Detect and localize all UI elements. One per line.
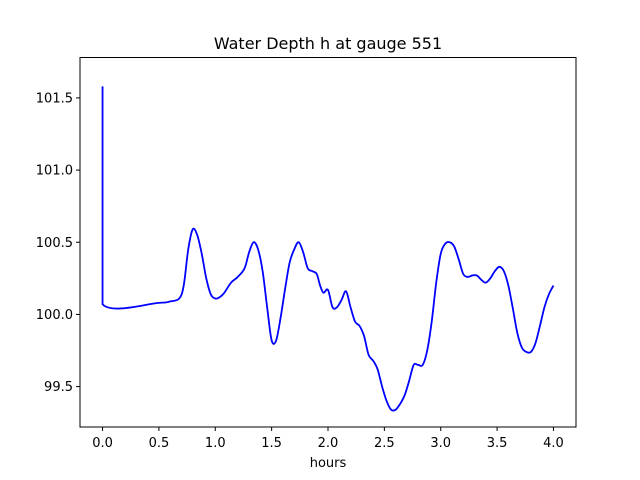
chart-title: Water Depth h at gauge 551 <box>214 34 442 53</box>
x-axis-label: hours <box>310 456 347 471</box>
x-tick-label: 2.5 <box>374 436 395 451</box>
y-axis: 99.5 100.0 100.5 101.0 101.5 <box>36 91 80 395</box>
y-tick-label: 101.0 <box>36 164 73 179</box>
x-axis: 0.0 0.5 1.0 1.5 2.0 2.5 3.0 3.5 4.0 <box>92 427 564 451</box>
plot-frame <box>79 57 577 428</box>
x-tick-label: 1.0 <box>205 436 226 451</box>
y-tick-label: 101.5 <box>36 91 73 106</box>
y-tick-label: 99.5 <box>44 380 73 395</box>
x-tick-label: 4.0 <box>543 436 564 451</box>
x-tick-label: 2.0 <box>318 436 339 451</box>
x-tick-label: 0.5 <box>149 436 170 451</box>
y-tick-label: 100.0 <box>36 308 73 323</box>
water-depth-line <box>101 86 555 412</box>
x-tick-label: 3.5 <box>487 436 508 451</box>
x-tick-label: 0.0 <box>92 436 113 451</box>
series-layer <box>101 86 555 412</box>
x-tick-label: 1.5 <box>261 436 282 451</box>
x-tick-label: 3.0 <box>430 436 451 451</box>
y-tick-label: 100.5 <box>36 236 73 251</box>
